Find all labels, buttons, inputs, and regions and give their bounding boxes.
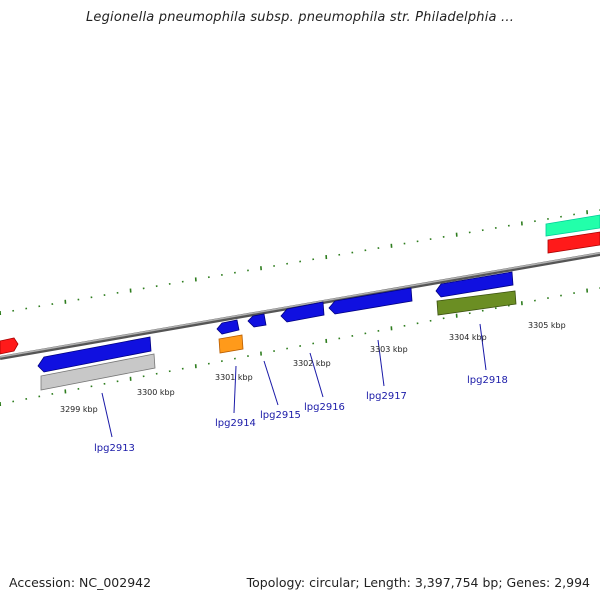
leader-lpg2917 — [377, 339, 385, 387]
scale-label-3304: 3304 kbp — [449, 333, 487, 342]
orange-feature-lpg2914[interactable] — [218, 334, 244, 354]
gene-lpg2916[interactable] — [280, 301, 325, 323]
genome-summary-text: Topology: circular; Length: 3,397,754 bp… — [246, 575, 590, 590]
grey-feature-lpg2913[interactable] — [40, 353, 156, 391]
leader-lpg2914 — [233, 365, 237, 414]
gene-lpg2915[interactable] — [247, 313, 267, 328]
lower-tick-ring — [0, 287, 600, 407]
gene-lpg2913[interactable] — [37, 336, 152, 373]
scale-label-3305: 3305 kbp — [528, 321, 566, 330]
leader-lpg2916 — [309, 352, 324, 398]
scale-label-3299: 3299 kbp — [60, 405, 98, 414]
backbone-highlight — [0, 252, 600, 358]
teal-feature-right[interactable] — [545, 214, 600, 237]
scale-label-3302: 3302 kbp — [293, 359, 331, 368]
scale-label-3301: 3301 kbp — [215, 373, 253, 382]
gene-lpg2917[interactable] — [328, 287, 413, 315]
leader-lpg2918 — [479, 323, 487, 371]
scale-label-3303: 3303 kbp — [370, 345, 408, 354]
gene-label-lpg2913[interactable]: lpg2913 — [94, 443, 135, 454]
leader-lpg2915 — [263, 360, 279, 406]
scale-label-3300: 3300 kbp — [137, 388, 175, 397]
gene-lpg2914[interactable] — [216, 319, 240, 335]
gene-label-lpg2916[interactable]: lpg2916 — [304, 402, 345, 413]
gene-label-lpg2915[interactable]: lpg2915 — [260, 410, 301, 421]
backbone-line — [0, 252, 600, 360]
gene-label-lpg2914[interactable]: lpg2914 — [215, 418, 256, 429]
leader-lpg2913 — [101, 392, 113, 438]
gene-label-lpg2918[interactable]: lpg2918 — [467, 375, 508, 386]
upper-tick-ring — [0, 209, 600, 316]
red-feature-right[interactable] — [547, 231, 600, 254]
accession-text: Accession: NC_002942 — [9, 575, 152, 590]
red-feature-left[interactable] — [0, 337, 19, 355]
olive-feature-lpg2918[interactable] — [436, 290, 517, 316]
gene-lpg2918[interactable] — [435, 271, 514, 298]
genome-title: Legionella pneumophila subsp. pneumophil… — [85, 10, 515, 25]
gene-label-lpg2917[interactable]: lpg2917 — [366, 391, 407, 402]
